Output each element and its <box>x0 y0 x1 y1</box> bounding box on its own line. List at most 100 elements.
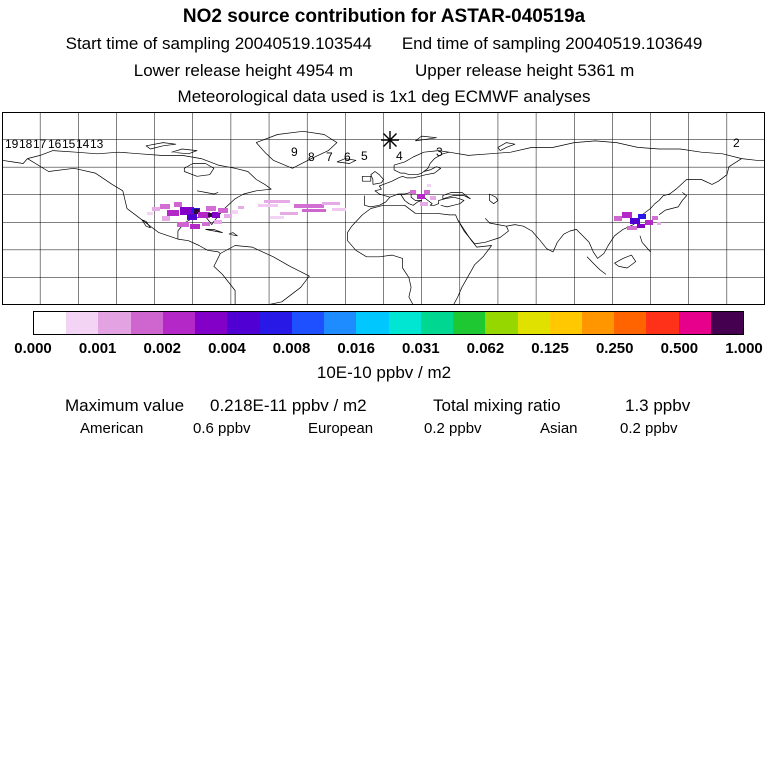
colorbar-tick-label: 0.004 <box>208 340 246 357</box>
colorbar-tick-label: 1.000 <box>725 340 763 357</box>
colorbar-segment <box>227 312 260 334</box>
colorbar-segment <box>614 312 647 334</box>
colorbar-segment <box>678 312 711 334</box>
upper-release-label: Upper release height 5361 m <box>415 61 635 80</box>
lower-release-label: Lower release height 4954 m <box>133 61 353 80</box>
trajectory-time-label: 19 <box>5 137 19 151</box>
plume-cell-atlantic <box>270 216 284 219</box>
colorbar-segment <box>324 312 357 334</box>
trajectory-time-label: 16 <box>48 137 62 151</box>
colorbar-segment <box>291 312 325 334</box>
trajectory-time-label: 7 <box>326 150 333 164</box>
colorbar-segment <box>485 312 518 334</box>
trajectory-time-label: 14 <box>76 137 90 151</box>
plume-cell-american <box>174 202 182 207</box>
max-value-label: Maximum value <box>65 396 185 415</box>
colorbar-segment <box>34 312 67 334</box>
region-american-value: 0.6 ppbv <box>193 420 251 437</box>
trajectory-time-label: 8 <box>308 150 315 164</box>
plume-cell-european <box>417 194 425 199</box>
colorbar-segment <box>646 312 679 334</box>
plume-cell-atlantic <box>302 209 326 212</box>
region-asian-label: Asian <box>540 420 578 437</box>
plume-cell-asian <box>637 224 645 228</box>
colorbar-tick-label: 0.016 <box>337 340 375 357</box>
page-title: NO2 source contribution for ASTAR-040519… <box>182 6 586 27</box>
region-asian-value: 0.2 ppbv <box>620 420 678 437</box>
trajectory-time-label: 15 <box>62 137 76 151</box>
trajectory-time-label: 2 <box>733 136 740 150</box>
colorbar-segment <box>130 312 163 334</box>
plume-cell-american <box>212 212 220 218</box>
trajectory-time-label: 18 <box>19 137 33 151</box>
end-time-label: End time of sampling 20040519.103649 <box>401 34 703 53</box>
plume-cell-american <box>187 214 197 220</box>
plume-cell-american <box>218 208 228 213</box>
plume-cell-american <box>206 206 216 211</box>
colorbar-tick-label: 0.000 <box>14 340 52 357</box>
met-data-row: Meteorological data used is 1x1 deg ECMW… <box>0 87 768 107</box>
colorbar-tick-label: 0.001 <box>78 340 117 357</box>
trajectory-time-label: 3 <box>436 145 443 159</box>
plume-cell-european <box>420 202 428 206</box>
colorbar-segment <box>517 312 550 334</box>
trajectory-time-label: 5 <box>361 149 368 163</box>
colorbar-segment <box>388 312 421 334</box>
world-map-svg: 19 18 17 16 15 14 13 9 8 7 6 5 4 3 2 <box>2 112 765 305</box>
met-data-label: Meteorological data used is 1x1 deg ECMW… <box>177 87 591 106</box>
colorbar-tick-row: 0.000 0.001 0.002 0.004 0.008 0.016 0.031 0.062… <box>14 340 763 358</box>
plume-cell-american <box>162 216 170 221</box>
colorbar-segment <box>259 312 292 334</box>
colorbar-segment <box>710 312 744 334</box>
colorbar-tick-label: 0.500 <box>660 340 699 357</box>
colorbar-unit-label: 10E-10 ppbv / m2 <box>316 363 452 382</box>
plume-cell-american <box>208 213 212 217</box>
plume-cell-american <box>167 210 179 216</box>
plume-cell-american <box>147 212 153 215</box>
plume-cell-asian <box>627 226 637 230</box>
plume-cell-atlantic <box>264 200 290 203</box>
plume-cell-american <box>232 210 238 214</box>
colorbar-tick-label: 0.008 <box>272 340 311 357</box>
plume-cell-european <box>424 190 430 194</box>
plume-cell-american <box>198 212 210 218</box>
colorbar-segment <box>195 312 228 334</box>
plume-cell-european <box>430 196 436 200</box>
plume-cell-american <box>190 224 200 229</box>
colorbar-tick-label: 0.031 <box>402 340 440 357</box>
plume-cell-atlantic <box>332 208 346 211</box>
colorbar-segment <box>98 312 131 334</box>
colorbar-segment <box>162 312 196 334</box>
plume-cell-asian <box>652 216 658 220</box>
release-height-row: Lower release height 4954 m Upper releas… <box>0 61 768 81</box>
plume-cell-atlantic <box>322 202 340 205</box>
plume-cell-european <box>427 184 431 187</box>
region-european-label: European <box>308 420 374 437</box>
plume-cell-asian <box>614 216 622 221</box>
receptor-star-icon <box>383 133 397 147</box>
plume-cell-american <box>202 222 210 226</box>
plume-cell-american <box>160 204 170 209</box>
plume-cell-american <box>224 214 232 218</box>
plume-cell-american <box>180 207 194 215</box>
plume-cell-atlantic <box>280 212 298 215</box>
total-mixing-value: 1.3 ppbv <box>625 396 691 415</box>
plume-cell-american <box>238 206 244 209</box>
region-european-value: 0.2 ppbv <box>424 420 482 437</box>
colorbar-segment <box>420 312 454 334</box>
plume-cell-european <box>410 190 416 194</box>
plume-cell-asian <box>622 212 632 218</box>
trajectory-time-label: 9 <box>291 145 298 159</box>
plume-cell-asian <box>630 218 640 224</box>
plume-cell-american <box>177 222 189 227</box>
colorbar-tick-label: 0.002 <box>143 340 182 357</box>
trajectory-time-label: 17 <box>33 137 47 151</box>
start-time-label: Start time of sampling 20040519.103544 <box>65 34 372 53</box>
plume-cell-american <box>214 220 222 224</box>
plume-cell-asian <box>657 222 661 225</box>
colorbar <box>33 311 744 335</box>
plume-cell-atlantic <box>294 204 324 208</box>
colorbar-segment <box>581 312 615 334</box>
colorbar-segment <box>549 312 582 334</box>
colorbar-tick-label: 0.062 <box>466 340 505 357</box>
